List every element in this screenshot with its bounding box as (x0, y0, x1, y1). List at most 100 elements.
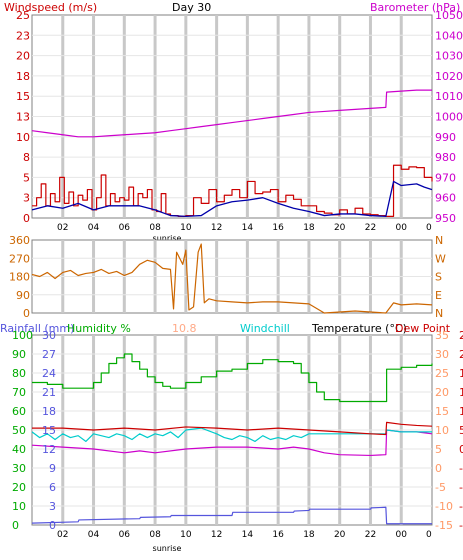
y-tick-label: 6 (49, 481, 56, 494)
y-tick-label: 360 (9, 234, 30, 247)
y-tick-label: 19 (459, 367, 463, 380)
x-tick-label: 12 (211, 530, 222, 540)
temperature-axis-title: Temperature (°C) (311, 322, 407, 335)
x-tick-label: 08 (149, 530, 161, 540)
y-tick-label: 270 (9, 252, 30, 265)
y-tick-label: 15 (42, 424, 56, 437)
y-tick-label: 27 (42, 348, 56, 361)
y-tick-label: 0 (49, 519, 56, 532)
x-tick-label: 14 (242, 530, 254, 540)
dew-value-label: 10.8 (172, 322, 197, 335)
y-tick-label: 10 (16, 131, 30, 144)
x-tick-label: 02 (57, 530, 68, 540)
windchill-axis-title: Windchill (240, 322, 290, 335)
y-tick-label: 990 (435, 131, 456, 144)
y-tick-label: N (435, 307, 443, 320)
y-tick-label: -20 (459, 519, 463, 532)
y-tick-label: 1030 (435, 50, 463, 63)
y-tick-label: 70 (12, 386, 26, 399)
y-tick-label: 0 (459, 443, 463, 456)
y-tick-label: 20 (12, 481, 26, 494)
y-tick-label: 30 (42, 329, 56, 342)
day-title: Day 30 (172, 1, 211, 14)
y-tick-label: 8 (23, 151, 30, 164)
x-tick-label: 16 (272, 223, 284, 233)
y-tick-label: 970 (435, 171, 456, 184)
y-tick-label: 21 (42, 386, 56, 399)
y-tick-label: 0 (23, 212, 30, 225)
y-tick-label: N (435, 234, 443, 247)
y-tick-label: 80 (12, 367, 26, 380)
y-tick-label: 40 (12, 443, 26, 456)
y-tick-label: 12 (42, 443, 56, 456)
y-tick-label: 20 (435, 386, 449, 399)
x-tick-label: 18 (303, 223, 315, 233)
x-tick-label: 08 (149, 223, 161, 233)
y-tick-label: 18 (16, 70, 30, 83)
y-tick-label: 50 (12, 424, 26, 437)
y-tick-label: E (435, 289, 442, 302)
y-tick-label: 90 (16, 289, 30, 302)
y-tick-label: 60 (12, 405, 26, 418)
y-tick-label: -10 (459, 481, 463, 494)
x-tick-label: 0 (426, 223, 432, 233)
x-tick-label: 00 (396, 530, 408, 540)
y-tick-label: 10 (459, 405, 463, 418)
humidity-line (32, 353, 433, 403)
y-tick-label: -5 (459, 462, 463, 475)
x-tick-label: 02 (57, 223, 68, 233)
y-tick-label: 14 (459, 386, 463, 399)
y-tick-label: 1040 (435, 29, 463, 42)
y-tick-label: 23 (16, 29, 30, 42)
wind-average-line (31, 180, 433, 218)
windchill-line (31, 427, 432, 442)
barometer-line (31, 89, 432, 138)
y-tick-label: W (435, 252, 446, 265)
wind-direction-line (31, 243, 433, 314)
rainfall-line (31, 506, 432, 525)
y-tick-label: 20 (16, 50, 30, 63)
y-tick-label: 35 (435, 329, 449, 342)
y-tick-label: 13 (16, 111, 30, 124)
windspeed-axis-title: Windspeed (m/s) (4, 1, 97, 14)
y-tick-label: 5 (435, 443, 442, 456)
y-tick-label: -15 (435, 519, 453, 532)
y-tick-label: 980 (435, 151, 456, 164)
x-tick-label: 06 (119, 530, 131, 540)
x-tick-label: 22 (365, 223, 376, 233)
x-tick-label: 10 (180, 530, 192, 540)
y-tick-label: 0 (435, 462, 442, 475)
y-tick-label: 5 (459, 424, 463, 437)
y-tick-label: 24 (459, 348, 463, 361)
y-tick-label: 18 (42, 405, 56, 418)
y-tick-label: 1000 (435, 111, 463, 124)
y-tick-label: 90 (12, 348, 26, 361)
y-tick-label: 15 (16, 90, 30, 103)
y-tick-label: 0 (12, 519, 19, 532)
x-tick-label: 10 (180, 223, 192, 233)
x-tick-label: 16 (272, 530, 284, 540)
y-tick-label: -15 (459, 500, 463, 513)
y-tick-label: 3 (23, 192, 30, 205)
y-tick-label: -5 (435, 481, 446, 494)
temperature-line (32, 421, 433, 436)
y-tick-label: 1010 (435, 90, 463, 103)
y-tick-label: 180 (9, 271, 30, 284)
sunrise-label-top: sunrise (153, 234, 182, 243)
x-tick-label: 20 (334, 530, 346, 540)
x-tick-label: 06 (119, 223, 131, 233)
x-tick-label: 14 (242, 223, 254, 233)
x-tick-label: 22 (365, 530, 376, 540)
y-tick-label: 10 (435, 424, 449, 437)
dewpoint-line (31, 429, 433, 457)
y-tick-label: 25 (16, 9, 30, 22)
x-tick-label: 04 (88, 530, 100, 540)
sunrise-label-bottom: sunrise (153, 544, 182, 553)
y-tick-label: 1020 (435, 70, 463, 83)
y-tick-label: 0 (23, 307, 30, 320)
y-tick-label: S (435, 271, 442, 284)
x-tick-label: 00 (396, 223, 408, 233)
x-tick-label: 12 (211, 223, 222, 233)
x-tick-label: 20 (334, 223, 346, 233)
